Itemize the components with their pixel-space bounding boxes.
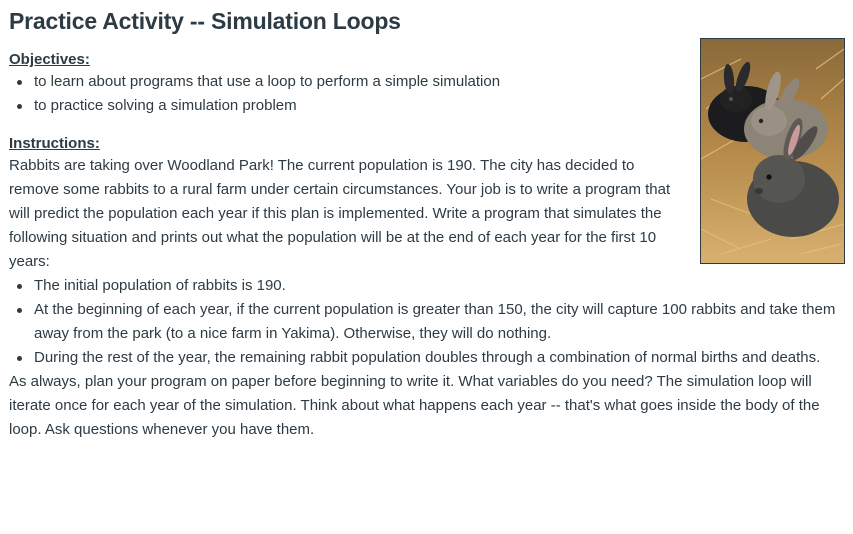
list-item: During the rest of the year, the remaini… (9, 346, 845, 370)
instructions-closing: As always, plan your program on paper be… (9, 373, 820, 438)
instructions-heading: Instructions: (9, 135, 100, 152)
activity-page: Practice Activity -- Simulation Loops (9, 0, 845, 442)
list-item: The initial population of rabbits is 190… (9, 274, 845, 298)
list-item: to practice solving a simulation problem (9, 94, 845, 118)
rabbits-illustration (701, 39, 844, 263)
list-item: to learn about programs that use a loop … (9, 70, 845, 94)
page-title: Practice Activity -- Simulation Loops (9, 8, 401, 34)
conditions-list: The initial population of rabbits is 190… (9, 274, 845, 370)
objectives-list: to learn about programs that use a loop … (9, 70, 845, 118)
rabbits-photo (700, 38, 845, 264)
objectives-heading: Objectives: (9, 51, 90, 68)
instructions-intro: Rabbits are taking over Woodland Park! T… (9, 157, 671, 270)
list-item: At the beginning of each year, if the cu… (9, 298, 845, 346)
